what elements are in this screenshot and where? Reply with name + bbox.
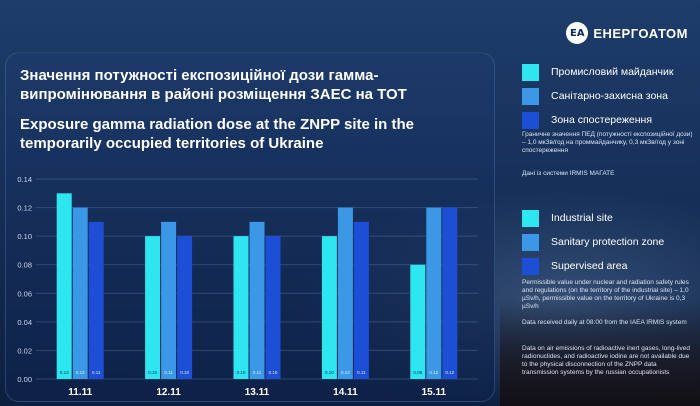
data-label: 0.13: [60, 370, 69, 375]
swatch-industrial: [522, 209, 539, 227]
y-tick-label: 0.00: [17, 375, 32, 384]
data-label: 0.10: [237, 370, 246, 375]
data-label: 0.10: [325, 370, 334, 375]
legend-label: Зона спостереження: [551, 114, 653, 126]
y-tick-label: 0.02: [17, 346, 32, 355]
data-label: 0.12: [341, 370, 350, 375]
x-tick-label: 13.11: [245, 387, 270, 398]
data-label: 0.11: [253, 370, 262, 375]
x-tick-label: 12.11: [156, 387, 181, 398]
legend-label: Санітарно-захисна зона: [551, 90, 668, 102]
legend-label: Supervised area: [551, 260, 628, 272]
data-label: 0.12: [445, 370, 454, 375]
title-english: Exposure gamma radiation dose at the ZNP…: [20, 116, 414, 152]
swatch-supervised: [522, 257, 539, 275]
brand-mark: EA: [566, 22, 589, 44]
note-source-en: Data received daily at 08:00 from the IA…: [522, 319, 687, 326]
y-tick-label: 0.08: [17, 261, 32, 270]
y-tick-label: 0.04: [17, 318, 32, 327]
data-label: 0.10: [269, 370, 278, 375]
legend-label: Промисловий майданчик: [551, 66, 674, 78]
data-label: 0.12: [76, 370, 85, 375]
legend-ukrainian: Промисловий майданчик Санітарно-захисна …: [522, 60, 674, 132]
legend-item-sanitary: Sanitary protection zone: [522, 230, 664, 254]
title-ukrainian: Значення потужності експозиційної дози г…: [20, 67, 407, 103]
swatch-sanitary: [522, 87, 539, 105]
swatch-industrial: [522, 63, 539, 81]
bar-sanitary: [161, 221, 177, 379]
bar-supervised: [353, 221, 369, 379]
bar-industrial: [410, 264, 426, 379]
data-label: 0.08: [413, 370, 422, 375]
legend-item-sanitary: Санітарно-захисна зона: [522, 84, 674, 108]
y-tick-label: 0.06: [17, 289, 32, 298]
bar-sanitary: [249, 221, 265, 379]
legend-label: Sanitary protection zone: [551, 236, 665, 248]
bar-sanitary: [337, 207, 353, 379]
x-tick-label: 11.11: [68, 387, 92, 398]
legend-item-supervised: Supervised area: [522, 254, 664, 278]
note-emissions-en: Data on air emissions of radioactive ine…: [522, 345, 691, 376]
brand-logo: EA ЕНЕРГОАТОМ: [566, 22, 688, 44]
x-tick-label: 14.11: [333, 387, 358, 398]
y-tick-label: 0.10: [17, 232, 32, 241]
swatch-sanitary: [522, 233, 539, 251]
data-label: 0.10: [180, 370, 189, 375]
data-label: 0.11: [92, 370, 101, 375]
legend-item-industrial: Промисловий майданчик: [522, 60, 674, 84]
legend-english: Industrial site Sanitary protection zone…: [522, 206, 664, 278]
bar-chart: 0.00 0.02 0.04 0.06 0.08 0.10 0.12 0.14 0.13 0.12…: [17, 175, 478, 398]
data-label: 0.12: [429, 370, 438, 375]
brand-name: ЕНЕРГОАТОМ: [593, 25, 688, 41]
bar-sanitary: [426, 207, 442, 379]
bar-supervised: [88, 221, 104, 379]
bar-supervised: [442, 207, 458, 379]
note-limit-en: Permissible value under nuclear and radi…: [522, 279, 689, 310]
bar-sanitary: [72, 207, 88, 379]
bar-supervised: [177, 236, 193, 379]
bar-industrial: [145, 236, 161, 379]
note-limit-uk: Граничне значення ПЕД (потужності експоз…: [522, 131, 693, 154]
bar-industrial: [56, 193, 72, 379]
legend-item-industrial: Industrial site: [522, 206, 664, 230]
legend-item-supervised: Зона спостереження: [522, 108, 674, 132]
bar-industrial: [321, 236, 337, 379]
y-tick-label: 0.12: [17, 204, 32, 213]
legend-label: Industrial site: [551, 212, 613, 224]
bar-industrial: [233, 236, 249, 379]
x-tick-label: 15.11: [422, 387, 447, 398]
swatch-supervised: [522, 111, 539, 129]
data-label: 0.10: [148, 370, 157, 375]
bar-supervised: [265, 236, 281, 379]
background-city: [500, 300, 700, 406]
note-source-uk: Дані із системи IRMIS МАГАТЕ: [522, 170, 615, 177]
y-tick-label: 0.14: [17, 175, 32, 184]
data-label: 0.11: [164, 370, 173, 375]
data-label: 0.11: [357, 370, 366, 375]
